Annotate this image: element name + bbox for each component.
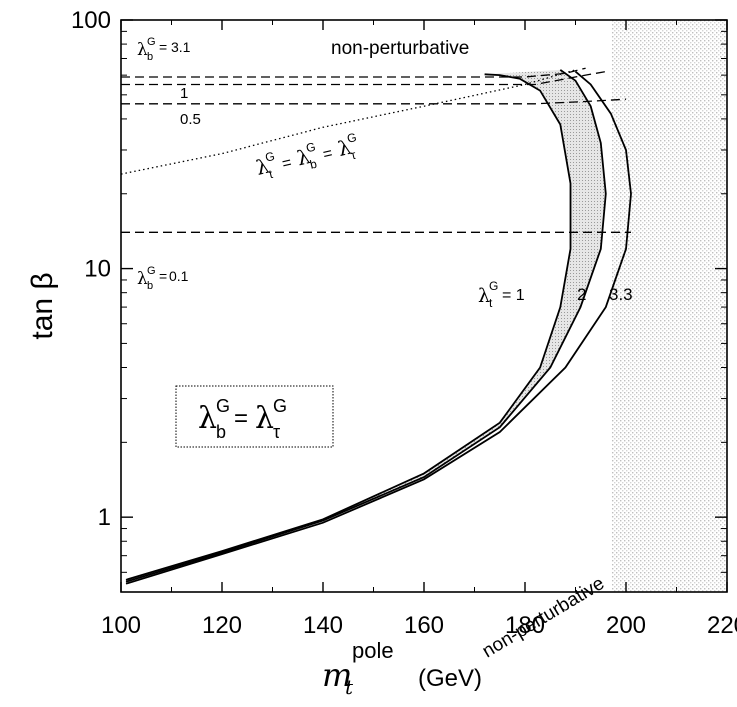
svg-text:G: G [305,140,317,156]
y-tick-label: 100 [71,7,111,34]
dashed-key-bottom: λ G b = 0.1 [137,265,189,292]
svg-text:=: = [321,145,334,164]
svg-text:G: G [147,36,156,48]
x-tick-label: 200 [606,612,646,639]
svg-text:λ: λ [137,40,148,60]
boundary-curve-1 [125,73,572,581]
boundary-key: λ G t = 1 [478,279,525,310]
dotted-line [121,69,576,175]
svg-text:t: t [268,167,275,182]
svg-text:=: = [280,154,293,173]
svg-text:= 1: = 1 [502,287,525,304]
y-tick-label: 10 [84,256,111,283]
region-label-right: non-perturbative [479,573,608,662]
x-axis-symbol: m [322,656,352,694]
svg-text:λ: λ [254,154,272,180]
svg-text:=: = [159,39,167,55]
x-axis-subscript: t [345,675,354,699]
nonperturbative-shading [612,20,727,592]
boundary-curve-2 [125,69,607,583]
dashed-line-1 [121,67,586,78]
dashed-line-2 [121,70,606,86]
svg-text:λ: λ [255,401,274,436]
svg-text:G: G [346,130,358,146]
svg-text:G: G [216,396,230,416]
svg-text:b: b [309,157,319,172]
svg-text:b: b [147,51,153,63]
svg-text:λ: λ [198,401,217,436]
svg-text:τ: τ [273,422,280,442]
dotted-line-label: λ G t = λ G b = λ G τ [254,130,358,182]
legend-box: λ G b = λ G τ [175,385,334,448]
y-axis-label: tan β [26,272,59,339]
svg-text:G: G [273,396,287,416]
x-tick-label: 220 [707,612,737,639]
x-tick-label: 120 [202,612,242,639]
svg-text:λ: λ [336,135,354,161]
svg-text:=: = [159,268,167,284]
dashed-label-0.1: 0.1 [169,268,189,284]
dashed-line-3 [121,98,627,105]
x-tick-label: 100 [101,612,141,639]
svg-text:τ: τ [349,148,357,163]
dashed-label-1: 1 [180,85,188,102]
x-axis-superscript: pole [352,638,394,663]
x-tick-label: 160 [404,612,444,639]
svg-text:b: b [216,422,226,442]
boundary-label-2: 2 [577,285,586,304]
boundary-label-3.3: 3.3 [609,285,633,304]
boundary-curve-3 [125,70,632,585]
region-label-top: non-perturbative [331,38,469,59]
svg-text:λ: λ [137,269,148,289]
svg-text:λ: λ [295,144,313,170]
svg-text:λ: λ [478,285,490,307]
svg-text:G: G [264,149,276,165]
x-tick-label: 180 [505,612,545,639]
dashed-label-3.1: 3.1 [171,39,191,55]
svg-text:=: = [234,405,248,432]
y-tick-label: 1 [98,504,111,531]
svg-text:G: G [489,279,498,293]
svg-text:t: t [489,296,493,310]
dashed-key-top: λ G b = 3.1 [137,36,191,63]
x-axis-label: m t pole (GeV) [322,638,482,699]
svg-text:G: G [147,265,156,277]
svg-text:b: b [147,280,153,292]
x-tick-label: 140 [303,612,343,639]
x-axis-unit: (GeV) [418,665,482,692]
dashed-label-0.5: 0.5 [180,111,201,128]
